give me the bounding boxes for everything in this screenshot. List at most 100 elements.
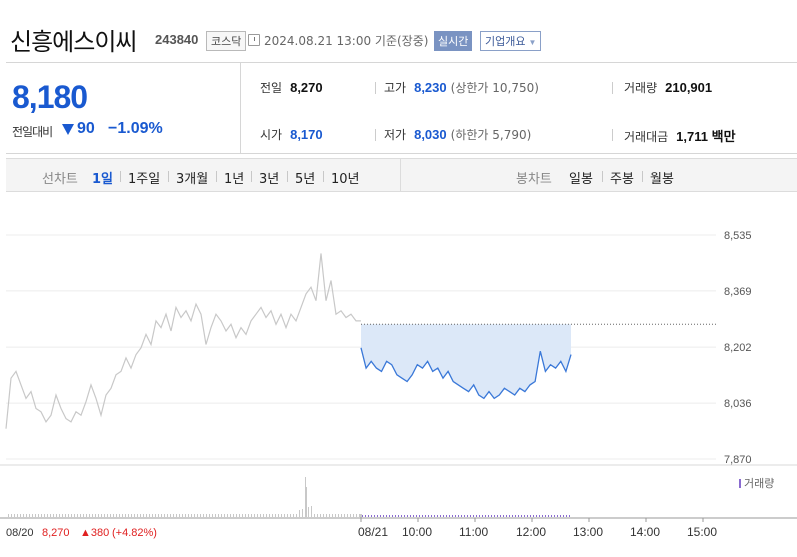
volume-bar [437,515,438,517]
volume-bar [170,514,171,517]
tab-1week[interactable]: 1주일 [128,172,161,187]
volume-bar [257,514,258,517]
volume-bar [53,514,54,517]
realtime-button[interactable]: 실시간 [434,31,473,51]
volume-bar [293,514,294,517]
volume-bar [560,515,561,517]
prev-day-date: 08/20 [6,527,34,539]
volume-bar [317,514,318,517]
volume-bar [218,514,219,517]
volume-bar [326,514,327,517]
volume-bar [527,515,528,517]
volume-bar [306,487,307,517]
volume-bar [164,514,165,517]
volume-bar [569,515,570,517]
volume-bar [545,515,546,517]
amount-cell: 거래대금 1,711 백만 [624,126,736,145]
volume-bar [215,514,216,517]
volume-bar [347,514,348,517]
prev-close-value: 8,270 [290,80,323,95]
volume-bar [416,515,417,517]
volume-bar [131,514,132,517]
volume-bar [254,514,255,517]
x-tick-label: 12:00 [516,525,546,539]
open-cell: 시가 8,170 [260,126,323,143]
volume-bar [329,514,330,517]
tab-3month[interactable]: 3개월 [176,172,209,187]
x-tick-label: 10:00 [402,525,432,539]
volume-bar [11,514,12,517]
y-tick-label: 7,870 [724,454,752,466]
volume-bar [278,514,279,517]
divider [120,171,121,182]
upper-limit: (상한가 10,750) [450,81,539,95]
volume-bar [440,515,441,517]
volume-bar [413,515,414,517]
volume-bar [548,515,549,517]
volume-bar [443,515,444,517]
stock-name[interactable]: 신흥에스이씨 [10,28,137,56]
volume-bar [176,514,177,517]
volume-bar [404,515,405,517]
volume-bar [458,515,459,517]
volume-bar [350,514,351,517]
volume-bar [179,514,180,517]
tab-3year[interactable]: 3년 [259,172,280,187]
divider [323,171,324,182]
volume-bar [554,515,555,517]
tab-monthly-candle[interactable]: 월봉 [650,172,674,187]
volume-bar [182,514,183,517]
divider [375,129,376,141]
current-price-panel: 8,180 전일대비 90 −1.09% [6,63,241,154]
y-tick-label: 8,369 [724,286,752,298]
tab-daily-candle[interactable]: 일봉 [569,172,593,187]
y-axis-ticks: 8,535 8,369 8,202 8,036 7,870 [724,230,752,466]
intraday-price-chart[interactable]: 8,535 8,369 8,202 8,036 7,870 거래량 08/21 10:00… [0,195,797,557]
volume-bar [473,515,474,517]
tab-5year[interactable]: 5년 [295,172,316,187]
company-overview-dropdown[interactable]: 기업개요 ▼ [480,31,542,51]
volume-bar [299,510,300,517]
volume-bar [143,514,144,517]
volume-bar [470,515,471,517]
volume-bar [221,514,222,517]
current-price: 8,180 [12,79,88,115]
y-tick-label: 8,202 [724,342,752,354]
volume-bar [266,514,267,517]
volume-bar [107,514,108,517]
line-chart-label: 선차트 [42,172,78,187]
volume-bar [446,515,447,517]
divider [602,171,603,182]
lower-limit: (하한가 5,790) [450,128,532,142]
tab-weekly-candle[interactable]: 주봉 [610,172,634,187]
divider [400,159,401,191]
volume-bar [302,509,303,517]
volume-bar [464,515,465,517]
volume-bar [296,514,297,517]
volume-bar [380,515,381,517]
volume-bar [371,515,372,517]
volume-bar [134,514,135,517]
volume-bar [563,515,564,517]
volume-bar [227,514,228,517]
volume-bar [374,515,375,517]
volume-bar [95,514,96,517]
volume-bars [8,477,570,517]
volume-bar [167,514,168,517]
volume-bar [65,514,66,517]
volume-bar [245,514,246,517]
volume-bar [62,514,63,517]
volume-bar [59,514,60,517]
divider [612,129,613,141]
tab-1day[interactable]: 1일 [92,172,114,187]
volume-bar [98,514,99,517]
down-arrow-icon [62,124,74,135]
volume-cell: 거래량 210,901 [624,79,712,96]
tab-1year[interactable]: 1년 [224,172,245,187]
volume-bar [425,515,426,517]
volume-bar [536,515,537,517]
prev-day-close: 8,270 [42,527,70,539]
tab-10year[interactable]: 10년 [331,172,360,187]
volume-bar [392,515,393,517]
volume-bar [494,515,495,517]
